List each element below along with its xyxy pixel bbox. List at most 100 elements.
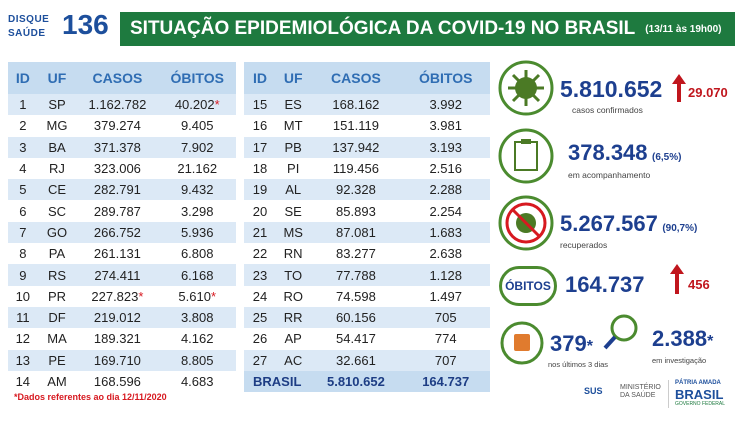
cell: 5 xyxy=(8,179,38,201)
title: SITUAÇÃO EPIDEMIOLÓGICA DA COVID-19 NO B… xyxy=(130,18,636,39)
column-header: ID xyxy=(244,62,276,94)
table-row: 1 SP 1.162.782 40.202* xyxy=(8,94,236,116)
cell: 707 xyxy=(401,349,490,371)
recent-mark: * xyxy=(586,338,593,355)
table-row: 15 ES 168.162 3.992 xyxy=(244,94,490,116)
total-cell: BRASIL xyxy=(244,370,311,393)
cell: 371.378 xyxy=(76,136,159,158)
cell: 17 xyxy=(244,136,276,158)
table-row: 27 AC 32.661 707 xyxy=(244,349,490,371)
table-row: 3 BA 371.378 7.902 xyxy=(8,136,236,158)
cell: CE xyxy=(37,179,77,201)
cell: 189.321 xyxy=(93,331,141,347)
cell: 14 xyxy=(15,374,31,389)
state-table: ID UF CASOS ÓBITOS 1 SP 1.162.782 40.202* 2 MG 379… xyxy=(8,62,236,392)
cell: 2.288 xyxy=(401,179,490,201)
logo: DISQUE SAÚDE 136 xyxy=(8,9,112,42)
table-row: 10 PR 227.823* 5.610* xyxy=(8,286,236,307)
cell: 5.610* xyxy=(158,286,236,307)
magnifier-icon xyxy=(603,314,638,350)
column-header: CASOS xyxy=(76,62,159,94)
table-row: 26 AP 54.417 774 xyxy=(244,328,490,349)
cell: 60.156 xyxy=(310,306,402,329)
cell: 2.638 xyxy=(429,246,462,262)
cell: 4.683 xyxy=(180,374,214,389)
table-row: 5 CE 282.791 9.432 xyxy=(8,179,236,201)
table-row: 21 MS 87.081 1.683 xyxy=(244,221,490,244)
cell: 3.808 xyxy=(158,306,236,329)
title-bar: SITUAÇÃO EPIDEMIOLÓGICA DA COVID-19 NO B… xyxy=(120,12,735,46)
cell: 169.710 xyxy=(76,349,159,371)
recent-caption: nos últimos 3 dias xyxy=(548,360,609,369)
ministry: MINISTÉRIO DA SAÚDE xyxy=(620,384,661,399)
table-row: 13 PE 169.710 8.805 xyxy=(8,349,236,371)
cell: PA xyxy=(48,246,66,262)
cell: PR xyxy=(47,288,67,304)
cell: 9 xyxy=(8,264,38,286)
cell: 25 xyxy=(244,306,276,329)
cell: 8 xyxy=(19,246,27,262)
table-row: 20 SE 85.893 2.254 xyxy=(244,200,490,221)
cell: 168.162 xyxy=(310,94,402,116)
table-row: 16 MT 151.119 3.981 xyxy=(244,115,490,136)
table-row: 7 GO 266.752 5.936 xyxy=(8,221,236,244)
cell: 32.661 xyxy=(310,349,402,371)
logo-bottom: SAÚDE xyxy=(8,28,46,39)
cell: 6.168 xyxy=(158,264,236,286)
cell: GO xyxy=(37,221,77,244)
table-row: 22 RN 83.277 2.638 xyxy=(244,243,490,264)
cell: 137.942 xyxy=(310,136,402,158)
recovered: 5.267.567 (90,7%) xyxy=(560,211,697,237)
date: (13/11 às 19h00) xyxy=(645,23,722,35)
cell: PE xyxy=(37,349,77,371)
cell: RO xyxy=(283,288,303,304)
cell: 16 xyxy=(252,118,268,134)
icons xyxy=(498,60,554,365)
sus-logo: SUS xyxy=(584,386,603,396)
cell: 5.936 xyxy=(158,221,236,244)
cell: 83.277 xyxy=(336,246,376,262)
state-table: ID UF CASOS ÓBITOS 15 ES 168.162 3.992 16 MT 151.1… xyxy=(244,62,490,393)
table-row: 14 AM 168.596 4.683 xyxy=(8,371,236,392)
cell: 40.202* xyxy=(158,94,236,116)
cell: 3.298 xyxy=(180,203,214,219)
cell: 23 xyxy=(244,264,276,286)
column-header: ID xyxy=(8,62,38,94)
cell: 26 xyxy=(252,331,268,347)
logo-top: DISQUE xyxy=(8,14,50,25)
cell: 9.432 xyxy=(158,179,236,201)
cell: 261.131 xyxy=(93,246,141,262)
table-row: 25 RR 60.156 705 xyxy=(244,306,490,329)
total-cell: 164.737 xyxy=(401,370,490,393)
cell: 74.598 xyxy=(336,288,376,304)
country: BRASIL xyxy=(675,387,724,402)
cell: 227.823* xyxy=(76,286,158,307)
cell-value: 5.610 xyxy=(178,288,211,304)
up-arrow xyxy=(670,264,684,294)
deaths-delta: 456 xyxy=(688,277,710,292)
cell: 3 xyxy=(8,136,38,158)
monitoring-percent: (6,5%) xyxy=(651,152,682,163)
up-arrow xyxy=(672,74,686,102)
cell: 20 xyxy=(252,203,268,219)
cell: 87.081 xyxy=(310,221,402,244)
cell: 274.411 xyxy=(76,264,159,286)
cell: 3.992 xyxy=(401,94,490,116)
investigation-caption: em investigação xyxy=(652,356,707,365)
cell: 266.752 xyxy=(76,221,159,244)
cell: 774 xyxy=(434,331,457,347)
cell: 1.162.782 xyxy=(76,94,159,116)
column-header: ÓBITOS xyxy=(158,62,236,94)
cell: ES xyxy=(275,94,311,116)
motto: PÁTRIA AMADA xyxy=(675,380,721,386)
cell: 2.516 xyxy=(429,161,462,177)
cell: BA xyxy=(37,136,77,158)
cell-value: 227.823 xyxy=(91,288,139,304)
cell: 77.788 xyxy=(310,264,402,286)
monitoring-caption: em acompanhamento xyxy=(568,170,651,180)
table-row: 23 TO 77.788 1.128 xyxy=(244,264,490,286)
cell: 1.683 xyxy=(401,221,490,244)
cell: RS xyxy=(37,264,77,286)
confirmed-delta: 29.070 xyxy=(688,85,728,100)
table-row: 8 PA 261.131 6.808 xyxy=(8,243,236,264)
